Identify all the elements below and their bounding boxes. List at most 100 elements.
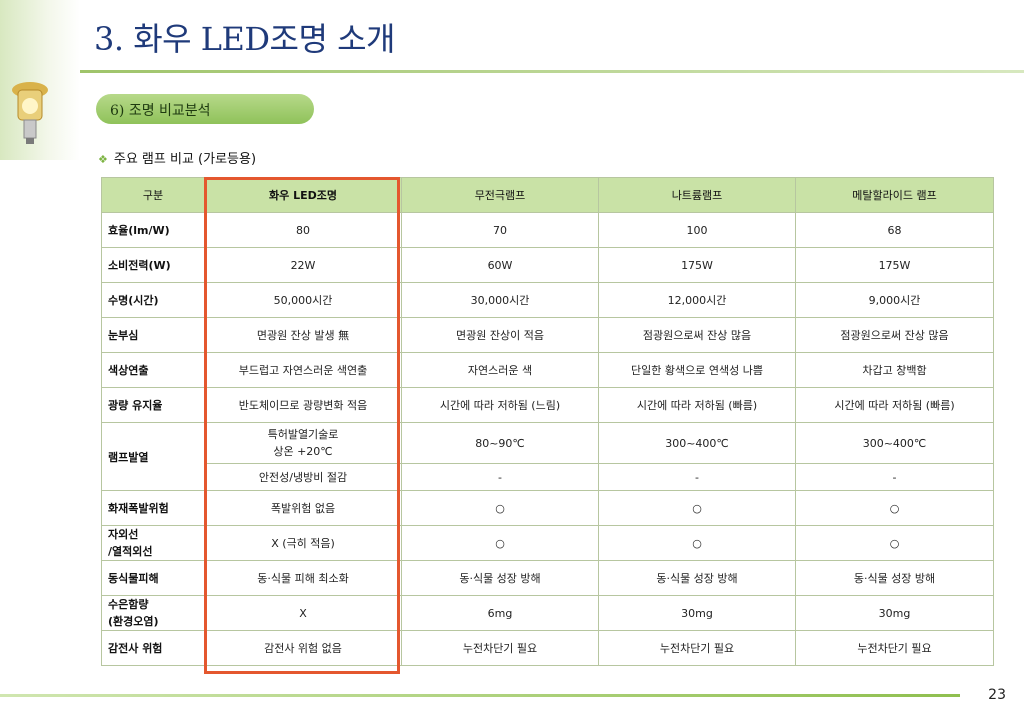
table-cell: 300~400℃: [795, 422, 994, 464]
table-row: 수명(시간) 50,000시간 30,000시간 12,000시간 9,000시…: [101, 282, 994, 318]
header-cell: 구분: [101, 177, 205, 213]
section-pill: 6) 조명 비교분석: [96, 94, 314, 124]
table-cell: -: [401, 463, 599, 491]
table-cell: 시간에 따라 저하됨 (빠름): [795, 387, 994, 423]
row-label: 자외선 /열적외선: [101, 525, 205, 561]
table-cell: 면광원 잔상 발생 無: [204, 317, 402, 353]
section-pill-label: 6) 조명 비교분석: [110, 103, 211, 119]
table-row: 자외선 /열적외선 X (극히 적음) ○ ○ ○: [101, 525, 994, 561]
table-cell: 100: [598, 212, 796, 248]
table-cell: 점광원으로써 잔상 많음: [598, 317, 796, 353]
table-cell: 반도체이므로 광량변화 적음: [204, 387, 402, 423]
table-cell: 30mg: [598, 595, 796, 631]
led-lamp-icon: [12, 82, 48, 144]
table-cell: ○: [795, 490, 994, 526]
row-label: 수은함량 (환경오염): [101, 595, 205, 631]
table-cell: 175W: [598, 247, 796, 283]
footer-line: [0, 694, 960, 697]
row-label: 화재폭발위험: [101, 490, 205, 526]
header-cell: 화우 LED조명: [204, 177, 402, 213]
table-cell: 70: [401, 212, 599, 248]
table-cell: 동·식물 성장 방해: [401, 560, 599, 596]
side-decoration: [0, 0, 80, 160]
header-cell: 무전극램프: [401, 177, 599, 213]
table-row: 안전성/냉방비 절감 - - -: [102, 463, 994, 491]
table-cell: 9,000시간: [795, 282, 994, 318]
table-cell: X (극히 적음): [204, 525, 402, 561]
page-title: 3. 화우 LED조명 소개: [94, 20, 395, 58]
row-label: 수명(시간): [101, 282, 205, 318]
table-cell: X: [204, 595, 402, 631]
table-cell: 80~90℃: [401, 422, 599, 464]
cell-line: 특허발열기술로: [267, 428, 339, 441]
table-cell: 동·식물 성장 방해: [795, 560, 994, 596]
table-cell: 시간에 따라 저하됨 (느림): [401, 387, 599, 423]
table-cell: 50,000시간: [204, 282, 402, 318]
header-cell: 메탈할라이드 램프: [795, 177, 994, 213]
table-cell: 누전차단기 필요: [598, 630, 796, 666]
table-cell: 300~400℃: [598, 422, 796, 464]
row-label-line: 자외선: [108, 528, 139, 541]
table-row: 색상연출 부드럽고 자연스러운 색연출 자연스러운 색 단일한 황색으로 연색성…: [101, 352, 994, 388]
table-cell: ○: [401, 525, 599, 561]
table-cell: -: [598, 463, 796, 491]
table-row: 동식물피해 동·식물 피해 최소화 동·식물 성장 방해 동·식물 성장 방해 …: [101, 560, 994, 596]
table-cell: 12,000시간: [598, 282, 796, 318]
header-cell: 나트륨램프: [598, 177, 796, 213]
table-cell: -: [795, 463, 994, 491]
table-cell: ○: [795, 525, 994, 561]
row-label: 색상연출: [101, 352, 205, 388]
table-cell: 6mg: [401, 595, 599, 631]
table-cell: 80: [204, 212, 402, 248]
table-cell: 누전차단기 필요: [401, 630, 599, 666]
table-cell: 면광원 잔상이 적음: [401, 317, 599, 353]
table-cell: 60W: [401, 247, 599, 283]
table-cell: 동·식물 피해 최소화: [204, 560, 402, 596]
table-cell: ○: [598, 490, 796, 526]
table-row: 수은함량 (환경오염) X 6mg 30mg 30mg: [101, 595, 994, 631]
table-cell: 30,000시간: [401, 282, 599, 318]
table-cell: 단일한 황색으로 연색성 나쁨: [598, 352, 796, 388]
table-cell: 22W: [204, 247, 402, 283]
row-label-line: 수은함량: [108, 598, 149, 611]
row-label: 광량 유지율: [101, 387, 205, 423]
table-cell: 자연스러운 색: [401, 352, 599, 388]
table-cell: ○: [598, 525, 796, 561]
table-cell: 175W: [795, 247, 994, 283]
table-row: 감전사 위험 감전사 위험 없음 누전차단기 필요 누전차단기 필요 누전차단기…: [101, 630, 994, 666]
table-row: 눈부심 면광원 잔상 발생 無 면광원 잔상이 적음 점광원으로써 잔상 많음 …: [101, 317, 994, 353]
cell-line: 상온 +20℃: [273, 445, 333, 458]
table-header-row: 구분 화우 LED조명 무전극램프 나트륨램프 메탈할라이드 램프: [101, 177, 994, 213]
table-cell: 안전성/냉방비 절감: [204, 463, 402, 491]
row-label: 소비전력(W): [101, 247, 205, 283]
subheading: ❖ 주요 램프 비교 (가로등용): [98, 148, 256, 167]
table-cell: 68: [795, 212, 994, 248]
table-row: 화재폭발위험 폭발위험 없음 ○ ○ ○: [101, 490, 994, 526]
table-cell: 30mg: [795, 595, 994, 631]
table-row: 소비전력(W) 22W 60W 175W 175W: [101, 247, 994, 283]
table-cell: 부드럽고 자연스러운 색연출: [204, 352, 402, 388]
page-number: 23: [988, 687, 1006, 703]
table-cell: 특허발열기술로 상온 +20℃: [204, 422, 402, 464]
table-row: 광량 유지율 반도체이므로 광량변화 적음 시간에 따라 저하됨 (느림) 시간…: [101, 387, 994, 423]
table-cell: 시간에 따라 저하됨 (빠름): [598, 387, 796, 423]
comparison-table: 구분 화우 LED조명 무전극램프 나트륨램프 메탈할라이드 램프 효율(lm/…: [101, 177, 994, 666]
table-row: 효율(lm/W) 80 70 100 68: [101, 212, 994, 248]
row-label-line: /열적외선: [108, 545, 153, 558]
row-label-line: (환경오염): [108, 615, 159, 628]
row-label: 효율(lm/W): [101, 212, 205, 248]
table-cell: 감전사 위험 없음: [204, 630, 402, 666]
table-cell: 동·식물 성장 방해: [598, 560, 796, 596]
table-cell: 폭발위험 없음: [204, 490, 402, 526]
row-label: 눈부심: [101, 317, 205, 353]
table-cell: 차갑고 창백함: [795, 352, 994, 388]
table-cell: 점광원으로써 잔상 많음: [795, 317, 994, 353]
table-cell: 누전차단기 필요: [795, 630, 994, 666]
row-label: 동식물피해: [101, 560, 205, 596]
subheading-text: 주요 램프 비교 (가로등용): [113, 152, 257, 167]
table-cell: ○: [401, 490, 599, 526]
title-underline: [80, 70, 1024, 73]
table-row: 램프발열 특허발열기술로 상온 +20℃ 80~90℃ 300~400℃ 300…: [101, 422, 994, 491]
row-label: 감전사 위험: [101, 630, 205, 666]
diamond-bullet-icon: ❖: [98, 153, 108, 166]
